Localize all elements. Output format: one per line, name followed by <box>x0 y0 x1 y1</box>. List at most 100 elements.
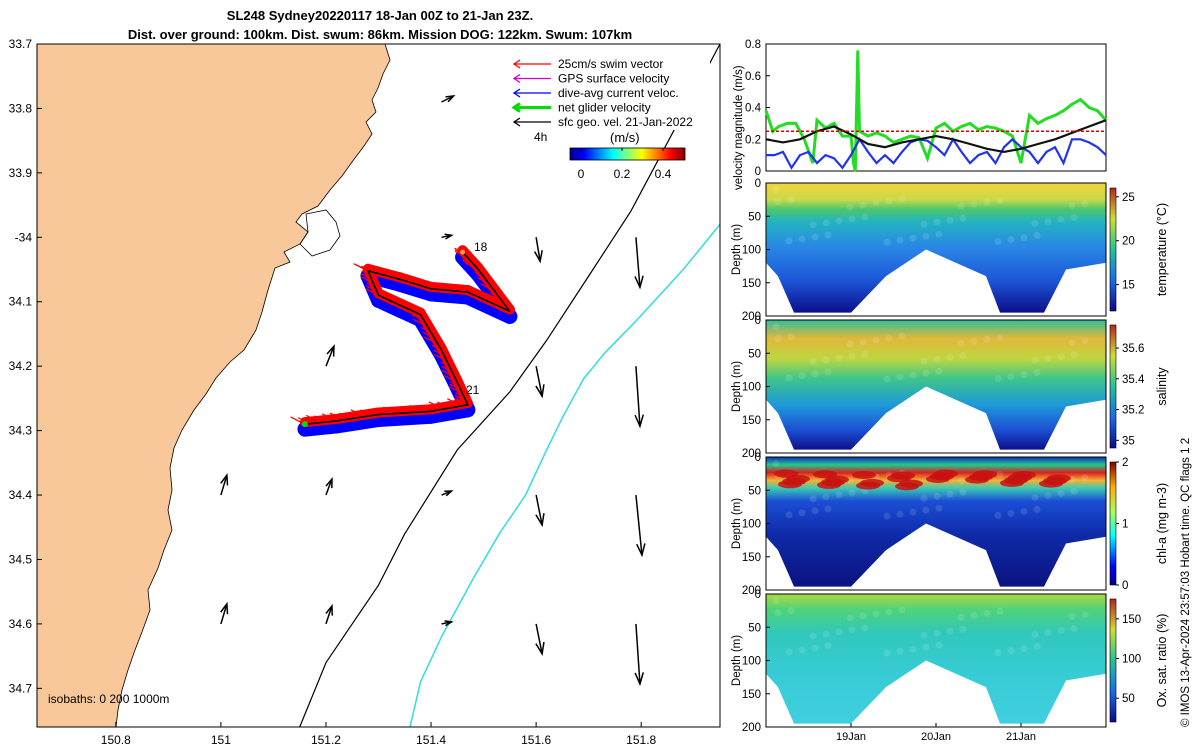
section-speckle <box>824 505 832 513</box>
section-speckle <box>835 491 843 499</box>
speed-colorbar <box>569 147 686 161</box>
geo-vector-shaft <box>220 603 228 625</box>
section-speckle <box>1070 214 1078 222</box>
swim-vector <box>448 386 463 395</box>
section-speckle <box>787 607 795 615</box>
map-y-tick-label: 33.9 <box>9 166 33 180</box>
section-speckle <box>933 218 941 226</box>
chl-max-patch <box>1012 470 1036 479</box>
panel-data <box>766 457 1106 587</box>
section-speckle <box>1057 490 1065 498</box>
section-speckle <box>859 338 867 346</box>
section-speckle <box>896 510 904 518</box>
geo-vector-2 <box>533 237 543 264</box>
section-speckle <box>909 234 917 242</box>
section-speckle <box>896 647 904 655</box>
map-y-tick-label: 33.8 <box>9 101 33 115</box>
section-colorbar-label: temperature (°C) <box>1155 203 1169 296</box>
section-speckle <box>935 641 943 649</box>
swim-vector <box>348 412 358 419</box>
section-y-tick-label: 150 <box>742 552 761 564</box>
swim-vector <box>455 392 465 398</box>
velocity-axes <box>765 43 1107 172</box>
map-y-tick-label: 34.2 <box>9 359 33 373</box>
swim-vector <box>354 263 369 272</box>
geo-vector-shaft <box>325 478 333 496</box>
section-speckle <box>772 597 780 605</box>
colorbar-tick-label: 1 <box>1122 519 1128 531</box>
swim-vector <box>297 417 311 425</box>
section-speckle <box>922 232 930 240</box>
legend-item-1: GPS surface velocity <box>512 72 669 86</box>
geo-vector-1 <box>441 233 454 240</box>
section-speckle <box>922 643 930 651</box>
section-speckle <box>1020 645 1028 653</box>
section-speckle <box>946 627 954 635</box>
section-speckle <box>994 512 1002 520</box>
section-speckle <box>909 508 917 516</box>
section-speckle <box>994 238 1002 246</box>
section-speckle <box>787 196 795 204</box>
section-speckle <box>798 235 806 243</box>
section-speckle <box>809 358 817 366</box>
swim-vector-swath <box>373 404 437 418</box>
section-speckle <box>1044 355 1052 363</box>
geo-vector-head <box>220 601 229 615</box>
velocity-series-1 <box>766 137 1107 170</box>
map-y-tick-label: 34.5 <box>9 552 33 566</box>
chl-max-patch <box>786 474 810 483</box>
coastline <box>115 43 391 728</box>
geo-vector-shaft <box>441 95 454 103</box>
section-speckle <box>935 504 943 512</box>
swim-vector <box>445 401 456 408</box>
geo-vector-shaft <box>535 366 543 397</box>
swim-vector <box>443 374 458 383</box>
geo-vector-shaft <box>635 494 643 556</box>
section-speckle <box>848 352 856 360</box>
glider-track-swath <box>290 245 518 437</box>
geo-vector-shaft <box>635 623 641 684</box>
section-y-tick-label: 0 <box>755 589 761 601</box>
swim-vector <box>477 277 490 285</box>
geo-vector-10 <box>535 494 545 528</box>
swim-vector <box>412 318 428 327</box>
dive-avg-swath <box>460 289 518 324</box>
section-speckle <box>846 614 854 622</box>
section-y-tick-label: 50 <box>748 348 761 360</box>
swim-vector <box>449 383 462 391</box>
section-speckle <box>822 493 830 501</box>
map-y-tick-label: 34.4 <box>9 488 33 502</box>
section-speckle <box>994 649 1002 657</box>
section-speckle <box>1033 643 1041 651</box>
section-y-tick-label: 100 <box>742 519 761 531</box>
section-speckle <box>957 202 965 210</box>
chl-max-patch <box>852 470 876 479</box>
section-speckle <box>957 339 965 347</box>
geo-vector-16 <box>634 623 645 687</box>
section-speckle <box>772 460 780 468</box>
section-y-tick-label: 0 <box>755 452 761 464</box>
colorbar-tick-label: 50 <box>1122 693 1135 705</box>
section-y-tick-label: 200 <box>742 585 761 597</box>
section-speckle <box>824 642 832 650</box>
chl-max-patch <box>1047 474 1071 483</box>
swim-vector <box>421 327 432 333</box>
swim-vector <box>454 250 469 259</box>
geo-vector-15 <box>535 623 545 657</box>
chart-title-line1: SL248 Sydney20220117 18-Jan 00Z to 21-Ja… <box>226 8 534 23</box>
legend-item-0: 25cm/s swim vector <box>512 57 663 71</box>
geo-vector-shaft <box>535 494 543 526</box>
section-speckle <box>787 333 795 341</box>
section-speckle <box>920 631 928 639</box>
section-colorbar <box>1109 187 1117 312</box>
chl-max-patch <box>934 469 958 478</box>
legend-item-2: dive-avg current veloc. <box>512 86 679 100</box>
legend-item-3: net glider velocity <box>511 101 651 115</box>
section-speckle <box>785 374 793 382</box>
section-colorbar <box>1109 598 1117 723</box>
section-speckle <box>1033 232 1041 240</box>
section-speckle <box>1020 508 1028 516</box>
section-speckle <box>1020 234 1028 242</box>
